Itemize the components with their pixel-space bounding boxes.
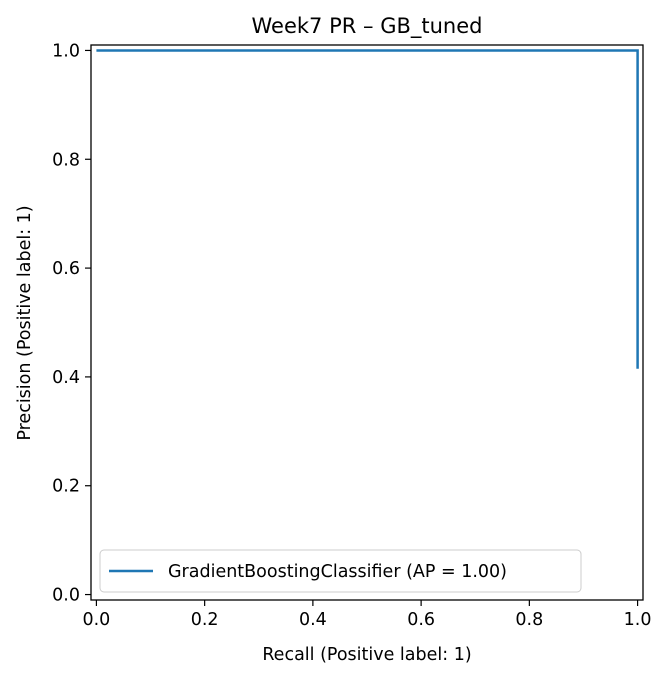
plot-area	[96, 49, 639, 369]
y-tick-label: 0.2	[52, 477, 80, 497]
legend-box	[99, 549, 582, 593]
x-tick-label: 0.0	[82, 610, 110, 630]
x-axis-ticks: 0.0 0.2 0.4 0.6 0.8 1.0	[82, 600, 652, 630]
x-axis-label: Recall (Positive label: 1)	[262, 645, 471, 665]
x-tick-label: 1.0	[624, 610, 652, 630]
y-axis-ticks: 0.0 0.2 0.4 0.6 0.8 1.0	[52, 41, 91, 606]
x-tick-label: 0.2	[191, 610, 219, 630]
y-axis-label: Precision (Positive label: 1)	[15, 205, 35, 440]
chart-title: Week7 PR – GB_tuned	[252, 14, 483, 39]
legend-label: GradientBoostingClassifier (AP = 1.00)	[168, 562, 507, 582]
y-tick-label: 0.6	[52, 259, 80, 279]
legend: GradientBoostingClassifier (AP = 1.00)	[99, 549, 582, 593]
x-tick-label: 0.6	[407, 610, 435, 630]
axes-frame	[90, 44, 644, 601]
series-line-0	[96, 49, 639, 369]
y-tick-label: 0.0	[52, 586, 80, 606]
x-tick-label: 0.8	[515, 610, 543, 630]
y-tick-label: 0.4	[52, 368, 80, 388]
y-tick-label: 1.0	[52, 41, 80, 61]
y-tick-label: 0.8	[52, 150, 80, 170]
x-tick-label: 0.4	[299, 610, 327, 630]
